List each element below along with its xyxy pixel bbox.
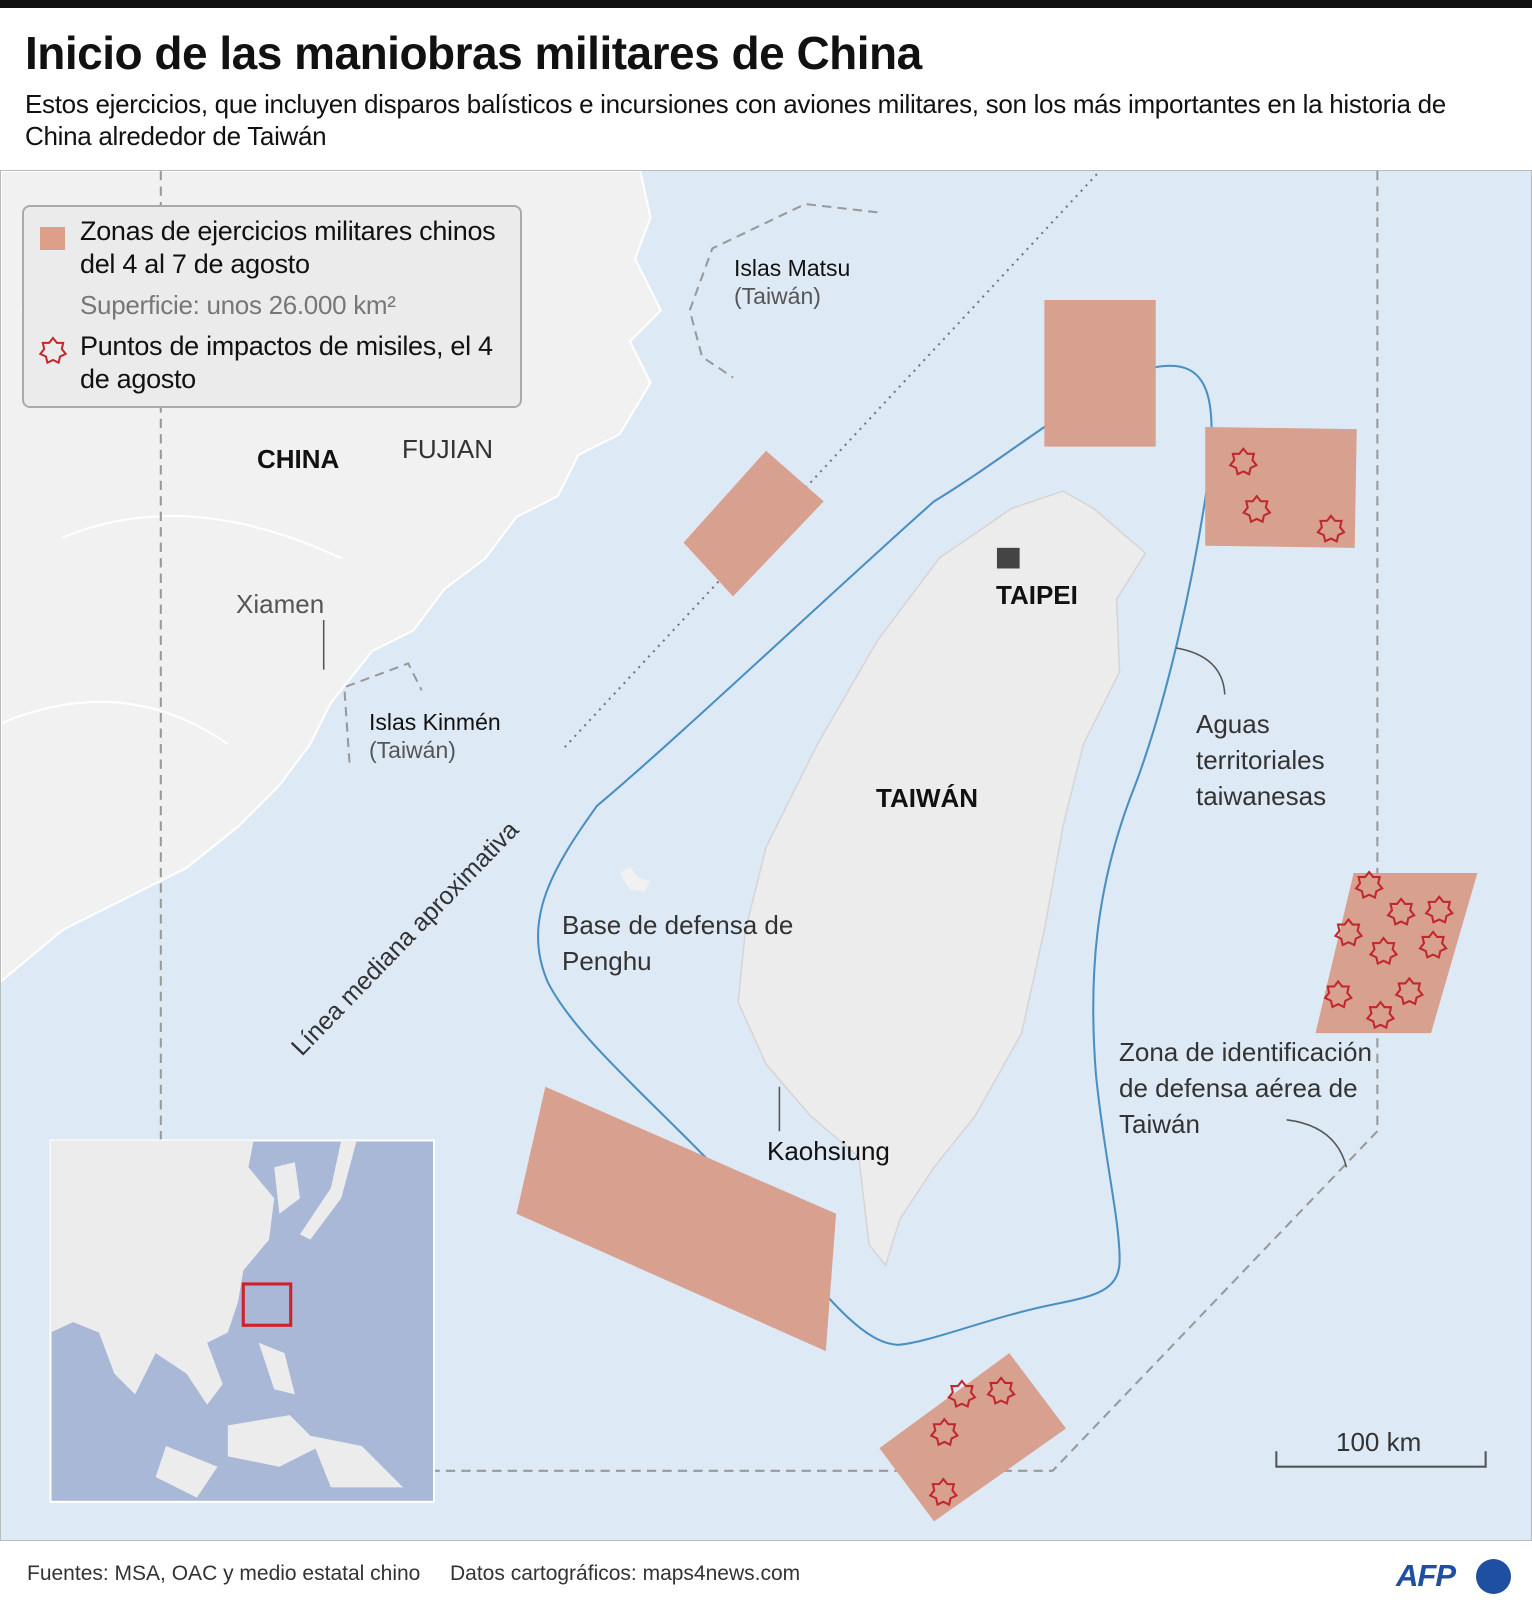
label-adiz: Zona de identificación de defensa aérea …	[1119, 1037, 1372, 1139]
missile-star-icon	[38, 336, 68, 365]
label-taipei: TAIPEI	[996, 580, 1078, 610]
inset-land	[50, 1140, 275, 1405]
missile-impact-star-icon	[1316, 514, 1346, 543]
label-taiwan: TAIWÁN	[876, 783, 979, 813]
afp-logo: AFP	[1396, 1558, 1456, 1593]
taiwan-island	[737, 490, 1147, 1267]
inset-islands	[155, 1342, 404, 1498]
adiz-boundary	[434, 171, 1379, 1472]
penghu-islands	[619, 866, 651, 892]
inset-highlight-box	[241, 1282, 293, 1327]
page-subtitle: Estos ejercicios, que incluyen disparos …	[25, 89, 1446, 151]
label-kinmen-name: Islas Kinmén	[369, 709, 501, 735]
missile-impact-star-icon	[1418, 930, 1448, 959]
inset-korea-japan	[274, 1140, 357, 1240]
cartography-credit: Datos cartográficos: maps4news.com	[450, 1562, 801, 1585]
legend-row-missiles: Puntos de impactos de misiles, el 4 de a…	[36, 330, 508, 396]
adiz-leader	[1286, 1119, 1348, 1168]
exercise-zone-northeast	[1205, 427, 1357, 548]
missile-impact-star-icon	[1323, 979, 1353, 1009]
missile-impact-star-icon	[1424, 895, 1454, 924]
map: Zonas de ejercicios militares chinos del…	[0, 170, 1532, 1541]
missile-impact-star-icon	[1228, 447, 1259, 476]
top-bar	[0, 0, 1532, 8]
missile-impact-star-icon	[928, 1477, 959, 1507]
exercise-zone-northwest	[683, 450, 824, 597]
exercise-zone-north	[1044, 300, 1156, 447]
missile-impact-star-icon	[1368, 936, 1399, 966]
afp-logo-dot	[1476, 1559, 1511, 1594]
label-xiamen: Xiamen	[236, 589, 325, 619]
leader-lines	[322, 620, 1348, 1168]
zone-swatch-icon	[40, 227, 65, 250]
label-matsu: Islas Matsu (Taiwán)	[734, 254, 850, 310]
label-kinmen: Islas Kinmén (Taiwán)	[369, 708, 501, 764]
waters-leader	[1176, 647, 1226, 695]
inset-locator-map	[49, 1139, 436, 1503]
label-matsu-sub: (Taiwán)	[734, 283, 821, 309]
missile-impact-star-icon	[947, 1379, 977, 1408]
median-line	[562, 173, 1098, 750]
legend-zones-label: Zonas de ejercicios militares chinos del…	[80, 216, 496, 279]
kinmen-boundary	[343, 662, 423, 763]
label-fujian: FUJIAN	[402, 434, 493, 464]
legend-area-label: Superficie: unos 26.000 km²	[80, 290, 396, 320]
matsu-boundary	[688, 202, 878, 379]
missile-impact-star-icon	[929, 1417, 960, 1447]
label-territorial-waters: Aguas territoriales taiwanesas	[1196, 709, 1327, 811]
sources: Fuentes: MSA, OAC y medio estatal chino	[27, 1562, 421, 1585]
taipei-marker	[996, 547, 1020, 569]
label-kinmen-sub: (Taiwán)	[369, 737, 456, 763]
label-matsu-name: Islas Matsu	[734, 255, 851, 281]
scale-bar	[1275, 1451, 1487, 1468]
missile-impacts	[928, 447, 1454, 1507]
missile-impact-star-icon	[1365, 1000, 1396, 1030]
exercise-zone-southwest	[516, 1086, 837, 1352]
territorial-waters-line	[537, 364, 1213, 1346]
missile-impact-star-icon	[1242, 494, 1272, 524]
missile-impact-star-icon	[1333, 917, 1364, 947]
page-title: Inicio de las maniobras militares de Chi…	[25, 27, 922, 79]
label-china: CHINA	[257, 444, 340, 474]
legend-missiles-label: Puntos de impactos de misiles, el 4 de a…	[80, 331, 493, 394]
scale-label: 100 km	[1336, 1427, 1422, 1457]
missile-impact-star-icon	[986, 1376, 1016, 1405]
legend: Zonas de ejercicios militares chinos del…	[22, 205, 522, 408]
legend-row-zones: Zonas de ejercicios militares chinos del…	[36, 215, 508, 281]
exercise-zone-south	[879, 1353, 1067, 1522]
label-penghu: Base de defensa de Penghu	[562, 910, 794, 976]
missile-impact-star-icon	[1386, 897, 1416, 926]
missile-impact-star-icon	[1394, 976, 1425, 1006]
label-kaohsiung: Kaohsiung	[767, 1136, 890, 1166]
missile-impact-star-icon	[1354, 870, 1384, 900]
